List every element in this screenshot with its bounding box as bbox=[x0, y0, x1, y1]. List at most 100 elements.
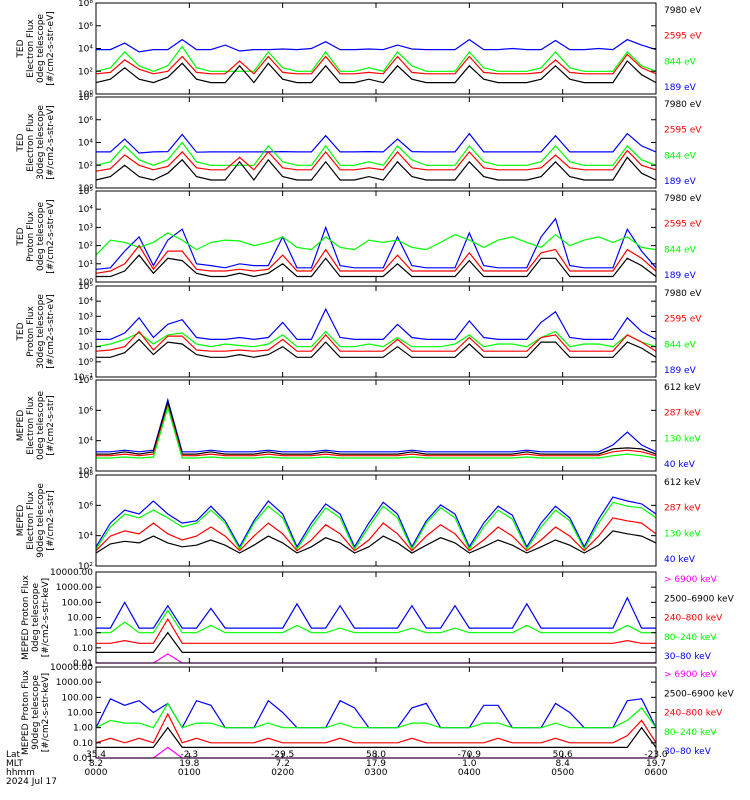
series-line-2 bbox=[96, 609, 656, 634]
series-line-3 bbox=[95, 712, 657, 744]
y-tick-label: 10⁰ bbox=[78, 278, 93, 288]
footer-tick-column: 58.0 17.9 0300 bbox=[356, 751, 396, 778]
legend-entry: 7980 eV bbox=[664, 6, 702, 16]
y-tick-label: 10⁸ bbox=[78, 376, 93, 386]
panel-6: 10² 10⁴ 10⁶ 10⁸ MEPEDElectron Flux90deg tele… bbox=[16, 471, 701, 572]
series-line-4 bbox=[95, 530, 657, 554]
series-line-3 bbox=[95, 244, 657, 274]
y-tick-label: 1000.00 bbox=[56, 678, 93, 688]
series-line-2 bbox=[95, 141, 657, 166]
legend-entry: 287 keV bbox=[664, 409, 701, 419]
legend-entry: 30–80 keV bbox=[664, 652, 712, 662]
footer-tick-column: -70.9 1.0 0400 bbox=[449, 751, 489, 778]
y-tick-label: 10⁶ bbox=[78, 116, 93, 126]
footer-date: 2024 Jul 17 bbox=[6, 777, 57, 787]
y-axis-label: MEPEDElectron Flux90deg telescope[#/cm2-… bbox=[16, 483, 56, 558]
legend-entry: 189 eV bbox=[664, 366, 697, 376]
y-tick-label: 10⁶ bbox=[78, 22, 93, 32]
panel-2: 10⁰ 10² 10⁴ 10⁶ 10⁸ TEDElectron Flux30deg tel… bbox=[16, 93, 702, 194]
series-line-1 bbox=[96, 38, 657, 53]
footer-tick-mlt: 19.8 bbox=[179, 759, 200, 769]
y-tick-label: 10⁸ bbox=[78, 471, 93, 481]
footer-tick-hhmm: 0500 bbox=[551, 768, 575, 778]
footer-tick-mlt: 8.2 bbox=[88, 759, 104, 769]
y-axis-label: MEPED Proton Flux90deg telescope[#/cm2-s… bbox=[21, 669, 51, 755]
series-line-2 bbox=[95, 501, 657, 551]
legend-entry: 189 eV bbox=[664, 83, 697, 93]
footer-tick-hhmm: 0300 bbox=[364, 768, 388, 778]
series-line-3 bbox=[95, 53, 657, 75]
legend-entry: 612 keV bbox=[664, 478, 701, 488]
y-tick-label: 10¹ bbox=[78, 343, 93, 353]
y-axis-label: TEDElectron Flux0deg telescope[#/cm2-s-s… bbox=[16, 11, 56, 86]
footer-tick-lat: -2.3 bbox=[180, 750, 199, 760]
series-line-3 bbox=[95, 330, 657, 352]
series-line-2 bbox=[96, 399, 657, 455]
y-tick-label: 10⁶ bbox=[78, 406, 93, 416]
legend-entry: 7980 eV bbox=[664, 100, 702, 110]
legend-entry: 30–80 keV bbox=[664, 747, 712, 757]
footer-tick-hhmm: 0400 bbox=[457, 768, 481, 778]
legend-entry: 2595 eV bbox=[664, 126, 702, 136]
y-tick-label: 10.00 bbox=[67, 614, 93, 624]
series-line-1 bbox=[95, 217, 657, 270]
panel-4: 10⁻¹ 10⁰ 10¹ 10² 10³ 10⁴ 10⁵ TEDProton Flux30de… bbox=[16, 282, 702, 383]
series-line-2 bbox=[95, 702, 657, 729]
footer-tick-hhmm: 0200 bbox=[271, 768, 295, 778]
series-line-3 bbox=[96, 403, 657, 457]
footer-tick-lat: 58.0 bbox=[365, 750, 387, 760]
y-tick-label: 10⁰ bbox=[78, 358, 93, 368]
y-tick-label: 10⁸ bbox=[78, 0, 93, 9]
footer-tick-mlt: 19.7 bbox=[645, 759, 667, 769]
y-tick-label: 10⁵ bbox=[78, 187, 93, 197]
legend-entry: 844 eV bbox=[664, 340, 697, 350]
footer-tick-column: 35.4 8.2 0000 bbox=[76, 751, 116, 778]
y-tick-label: 10000.00 bbox=[50, 568, 93, 578]
y-tick-label: 10⁴ bbox=[78, 297, 93, 307]
series-line-1 bbox=[96, 132, 657, 154]
y-tick-label: 10⁰ bbox=[78, 90, 93, 100]
y-tick-label: 100.00 bbox=[62, 598, 94, 608]
legend-entry: 40 keV bbox=[664, 555, 696, 565]
y-tick-label: 0.01 bbox=[73, 659, 93, 669]
legend-entry: 844 eV bbox=[664, 151, 697, 161]
panel-frame bbox=[95, 96, 657, 189]
y-tick-label: 10⁴ bbox=[78, 205, 93, 215]
y-tick-label: 10⁴ bbox=[78, 139, 93, 149]
y-axis-label: TEDProton Flux0deg telescope[#/cm2-s-str… bbox=[16, 199, 56, 274]
footer-tick-lat: -23.0 bbox=[644, 750, 668, 760]
legend-entry: 612 keV bbox=[664, 383, 701, 393]
footer-tick-lat: 50.6 bbox=[552, 750, 573, 760]
legend-entry: 844 eV bbox=[664, 245, 697, 255]
footer-tick-lat: -29.5 bbox=[271, 750, 295, 760]
footer-tick-column: -2.3 19.8 0100 bbox=[169, 751, 209, 778]
y-tick-label: 10¹ bbox=[78, 260, 93, 270]
y-tick-label: 1.00 bbox=[73, 629, 93, 639]
footer-tick-mlt: 8.4 bbox=[555, 759, 570, 769]
series-line-1 bbox=[96, 596, 656, 629]
series-line-4 bbox=[95, 156, 657, 182]
footer-tick-lat: 35.4 bbox=[85, 750, 107, 760]
series-line-4 bbox=[95, 60, 657, 84]
series-line-2 bbox=[95, 232, 657, 256]
footer-tick-mlt: 1.0 bbox=[462, 759, 477, 769]
y-tick-label: 10⁸ bbox=[78, 93, 93, 103]
series-line-4 bbox=[96, 254, 657, 278]
y-tick-label: 10⁶ bbox=[78, 501, 93, 511]
series-line-4 bbox=[96, 631, 656, 654]
series-line-3 bbox=[95, 149, 657, 172]
y-tick-label: 0.01 bbox=[73, 754, 93, 764]
y-tick-label: 10⁰ bbox=[78, 184, 93, 194]
series-line-1 bbox=[96, 397, 657, 453]
y-tick-label: 10⁵ bbox=[78, 282, 93, 292]
legend-entry: 7980 eV bbox=[664, 289, 702, 299]
y-tick-label: 10.00 bbox=[67, 709, 93, 719]
legend-entry: 80–240 keV bbox=[664, 633, 717, 643]
y-axis-label: TEDProton Flux30deg telescope[#/cm2-s-st… bbox=[16, 294, 56, 369]
legend-entry: 2500–6900 keV bbox=[664, 689, 735, 699]
y-tick-label: 1000.00 bbox=[56, 583, 93, 593]
panel-7: 0.01 0.10 1.00 10.00 100.00 1000.00 10000.00ME… bbox=[21, 568, 735, 669]
y-tick-label: 10² bbox=[78, 562, 93, 572]
series-line-3 bbox=[96, 617, 656, 644]
